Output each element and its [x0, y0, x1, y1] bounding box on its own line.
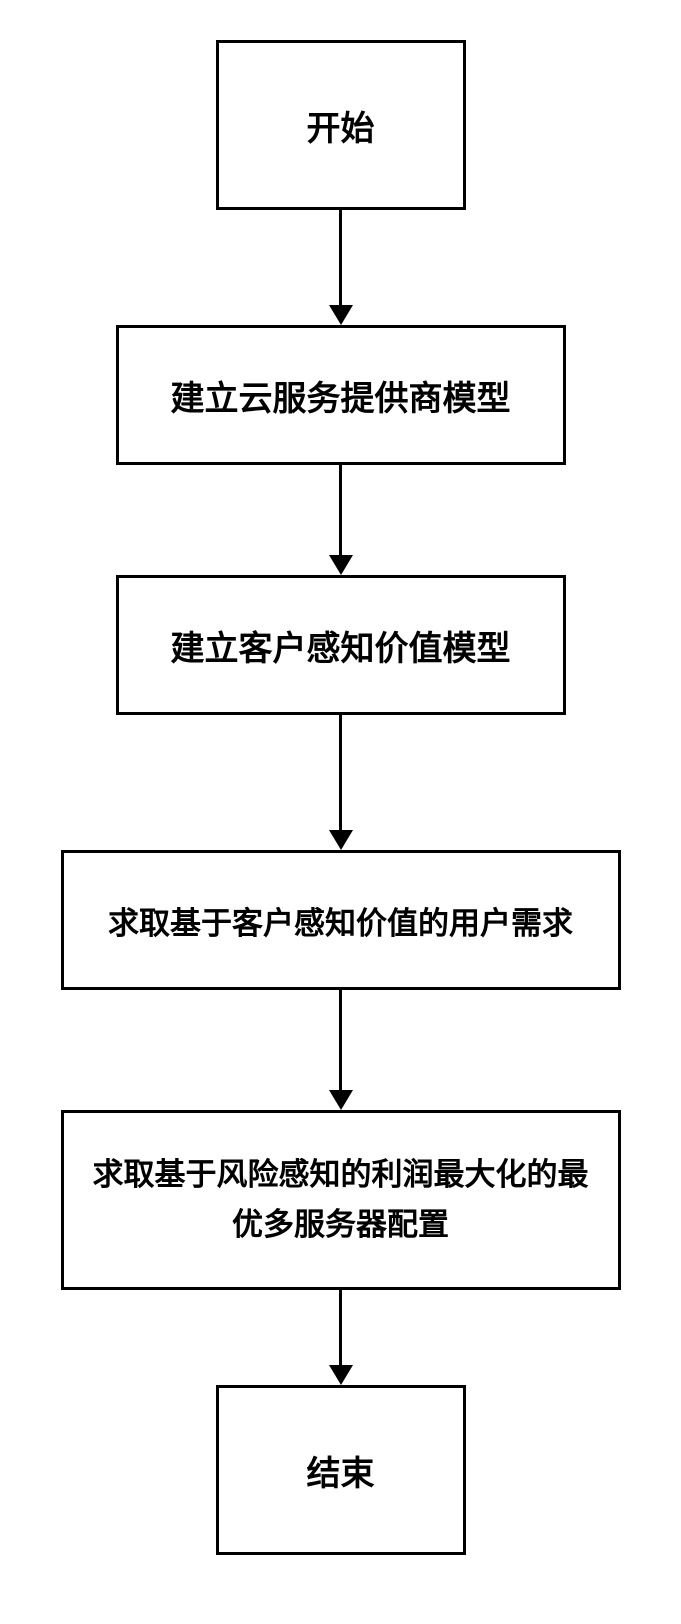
flowchart-node-step4: 求取基于风险感知的利润最大化的最优多服务器配置	[61, 1110, 621, 1290]
node-label: 建立客户感知价值模型	[171, 621, 511, 670]
arrow-line	[339, 990, 342, 1090]
flowchart-node-step1: 建立云服务提供商模型	[116, 325, 566, 465]
arrow-line	[339, 1290, 342, 1365]
arrow-line	[339, 465, 342, 555]
flowchart-arrow	[329, 210, 353, 325]
arrow-line	[339, 715, 342, 830]
flowchart-node-step3: 求取基于客户感知价值的用户需求	[61, 850, 621, 990]
arrow-head-icon	[329, 1365, 353, 1385]
flowchart-node-end: 结束	[216, 1385, 466, 1555]
node-label: 开始	[307, 101, 375, 150]
node-label: 求取基于风险感知的利润最大化的最优多服务器配置	[84, 1150, 598, 1249]
flowchart-node-start: 开始	[216, 40, 466, 210]
arrow-head-icon	[329, 1090, 353, 1110]
flowchart-arrow	[329, 1290, 353, 1385]
arrow-head-icon	[329, 830, 353, 850]
node-label: 结束	[307, 1446, 375, 1495]
flowchart-container: 开始 建立云服务提供商模型 建立客户感知价值模型 求取基于客户感知价值的用户需求…	[61, 40, 621, 1555]
flowchart-arrow	[329, 715, 353, 850]
arrow-head-icon	[329, 555, 353, 575]
flowchart-arrow	[329, 465, 353, 575]
flowchart-arrow	[329, 990, 353, 1110]
node-label: 求取基于客户感知价值的用户需求	[108, 898, 573, 943]
arrow-head-icon	[329, 305, 353, 325]
node-label: 建立云服务提供商模型	[171, 371, 511, 420]
arrow-line	[339, 210, 342, 305]
flowchart-node-step2: 建立客户感知价值模型	[116, 575, 566, 715]
